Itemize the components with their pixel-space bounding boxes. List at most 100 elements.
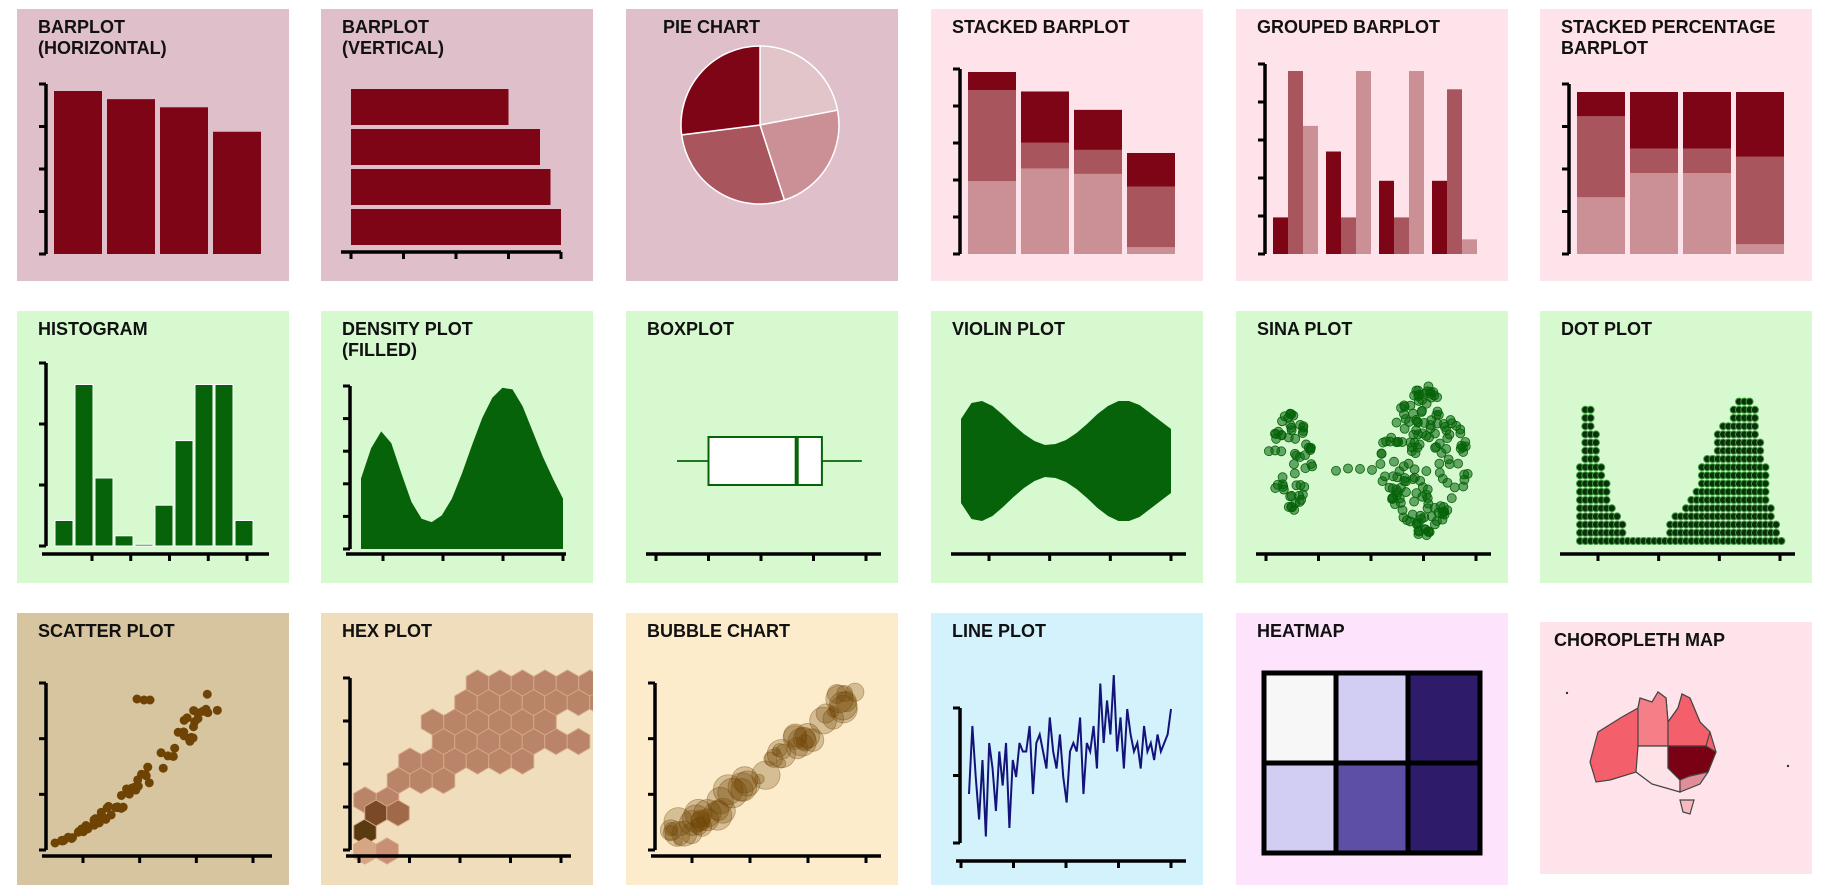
histogram-bar	[114, 535, 134, 547]
chart-canvas	[343, 384, 566, 561]
chart-canvas	[1560, 397, 1795, 561]
bar-segment	[1683, 173, 1731, 254]
point	[1394, 466, 1405, 477]
bubble	[702, 800, 733, 831]
bar	[1288, 71, 1303, 254]
density-area	[361, 387, 563, 549]
dot	[1756, 446, 1765, 455]
point	[1442, 477, 1453, 488]
point	[1441, 444, 1452, 454]
histogram-bar	[74, 384, 94, 547]
heatmap-cell	[1261, 760, 1339, 856]
dot	[1761, 487, 1770, 496]
point	[189, 706, 199, 716]
dot	[1750, 405, 1759, 414]
dot	[1756, 438, 1765, 447]
point	[1447, 418, 1457, 429]
bar-segment	[1127, 152, 1175, 187]
region-nsw	[1667, 745, 1717, 781]
chart-tile-grouped: GROUPED BARPLOT	[1236, 9, 1508, 281]
bar	[1273, 217, 1288, 254]
bar	[1341, 217, 1356, 254]
dot	[1750, 422, 1759, 431]
bubble	[663, 822, 679, 837]
bubble	[717, 778, 748, 809]
dot	[1591, 446, 1600, 455]
dot	[1618, 520, 1627, 529]
scatter-points	[50, 689, 222, 848]
dot	[1613, 512, 1622, 521]
point	[1434, 438, 1445, 449]
bar-segment	[1683, 92, 1731, 149]
bar	[1432, 180, 1447, 254]
bar	[1326, 151, 1341, 254]
bubble	[815, 703, 836, 724]
chart-canvas	[951, 401, 1186, 561]
point	[158, 763, 168, 773]
point	[1355, 464, 1365, 474]
chart-canvas	[1258, 62, 1477, 256]
bubble	[763, 751, 778, 766]
chart-tile-map: CHOROPLETH MAP	[1540, 622, 1812, 874]
chart-title: BARPLOT (VERTICAL)	[342, 17, 444, 58]
island	[1786, 764, 1790, 768]
bubble	[772, 743, 787, 758]
chart-title: DOT PLOT	[1561, 319, 1652, 339]
point	[116, 803, 126, 813]
bubble	[673, 836, 683, 846]
chart-tile-stacked: STACKED BARPLOT	[931, 9, 1203, 281]
point	[1393, 437, 1403, 447]
chart-title: STACKED BARPLOT	[952, 17, 1130, 37]
pie-slice	[759, 109, 840, 202]
point	[1443, 454, 1454, 465]
point	[1288, 410, 1299, 421]
point	[1455, 424, 1466, 435]
bubble	[706, 786, 734, 815]
bar-segment	[1630, 92, 1678, 149]
bubble	[800, 728, 825, 752]
point	[101, 814, 111, 824]
bar	[1409, 71, 1424, 254]
bar	[107, 99, 155, 255]
point	[81, 821, 91, 831]
bubble	[709, 797, 736, 824]
dot	[1591, 438, 1600, 447]
point	[1305, 445, 1316, 455]
bubble	[827, 705, 840, 718]
bar-segment	[1074, 173, 1122, 254]
bar	[213, 131, 261, 254]
dot	[1766, 504, 1775, 513]
point	[1295, 420, 1306, 430]
chart-title: GROUPED BARPLOT	[1257, 17, 1441, 37]
point	[1402, 515, 1412, 526]
dot	[1602, 479, 1611, 488]
box	[707, 436, 823, 486]
point	[116, 790, 126, 800]
point	[1433, 409, 1444, 420]
point	[1417, 482, 1428, 493]
hex-cell	[386, 799, 410, 827]
chart-tile-dot: DOT PLOT	[1540, 311, 1812, 583]
chart-tile-stackedpct: STACKED PERCENTAGE BARPLOT	[1540, 9, 1812, 281]
bar	[54, 91, 102, 254]
bubble	[664, 821, 691, 847]
australia-map	[1565, 691, 1790, 815]
point	[137, 769, 147, 779]
chart-tile-violin: VIOLIN PLOT	[931, 311, 1203, 583]
dot	[1750, 414, 1759, 422]
bar	[1462, 239, 1477, 254]
bar-segment	[1736, 92, 1784, 157]
point	[170, 743, 180, 753]
point	[1272, 479, 1283, 490]
data-line	[968, 674, 1172, 837]
bubble	[671, 820, 698, 847]
bar-segment	[1736, 244, 1784, 254]
bar-segment	[1683, 148, 1731, 173]
bubble	[689, 817, 708, 836]
dot	[1772, 528, 1781, 537]
bubble	[693, 799, 722, 828]
chart-title: HEX PLOT	[342, 621, 433, 641]
histogram-bar	[234, 520, 254, 547]
point	[1295, 480, 1306, 490]
point	[89, 815, 99, 825]
